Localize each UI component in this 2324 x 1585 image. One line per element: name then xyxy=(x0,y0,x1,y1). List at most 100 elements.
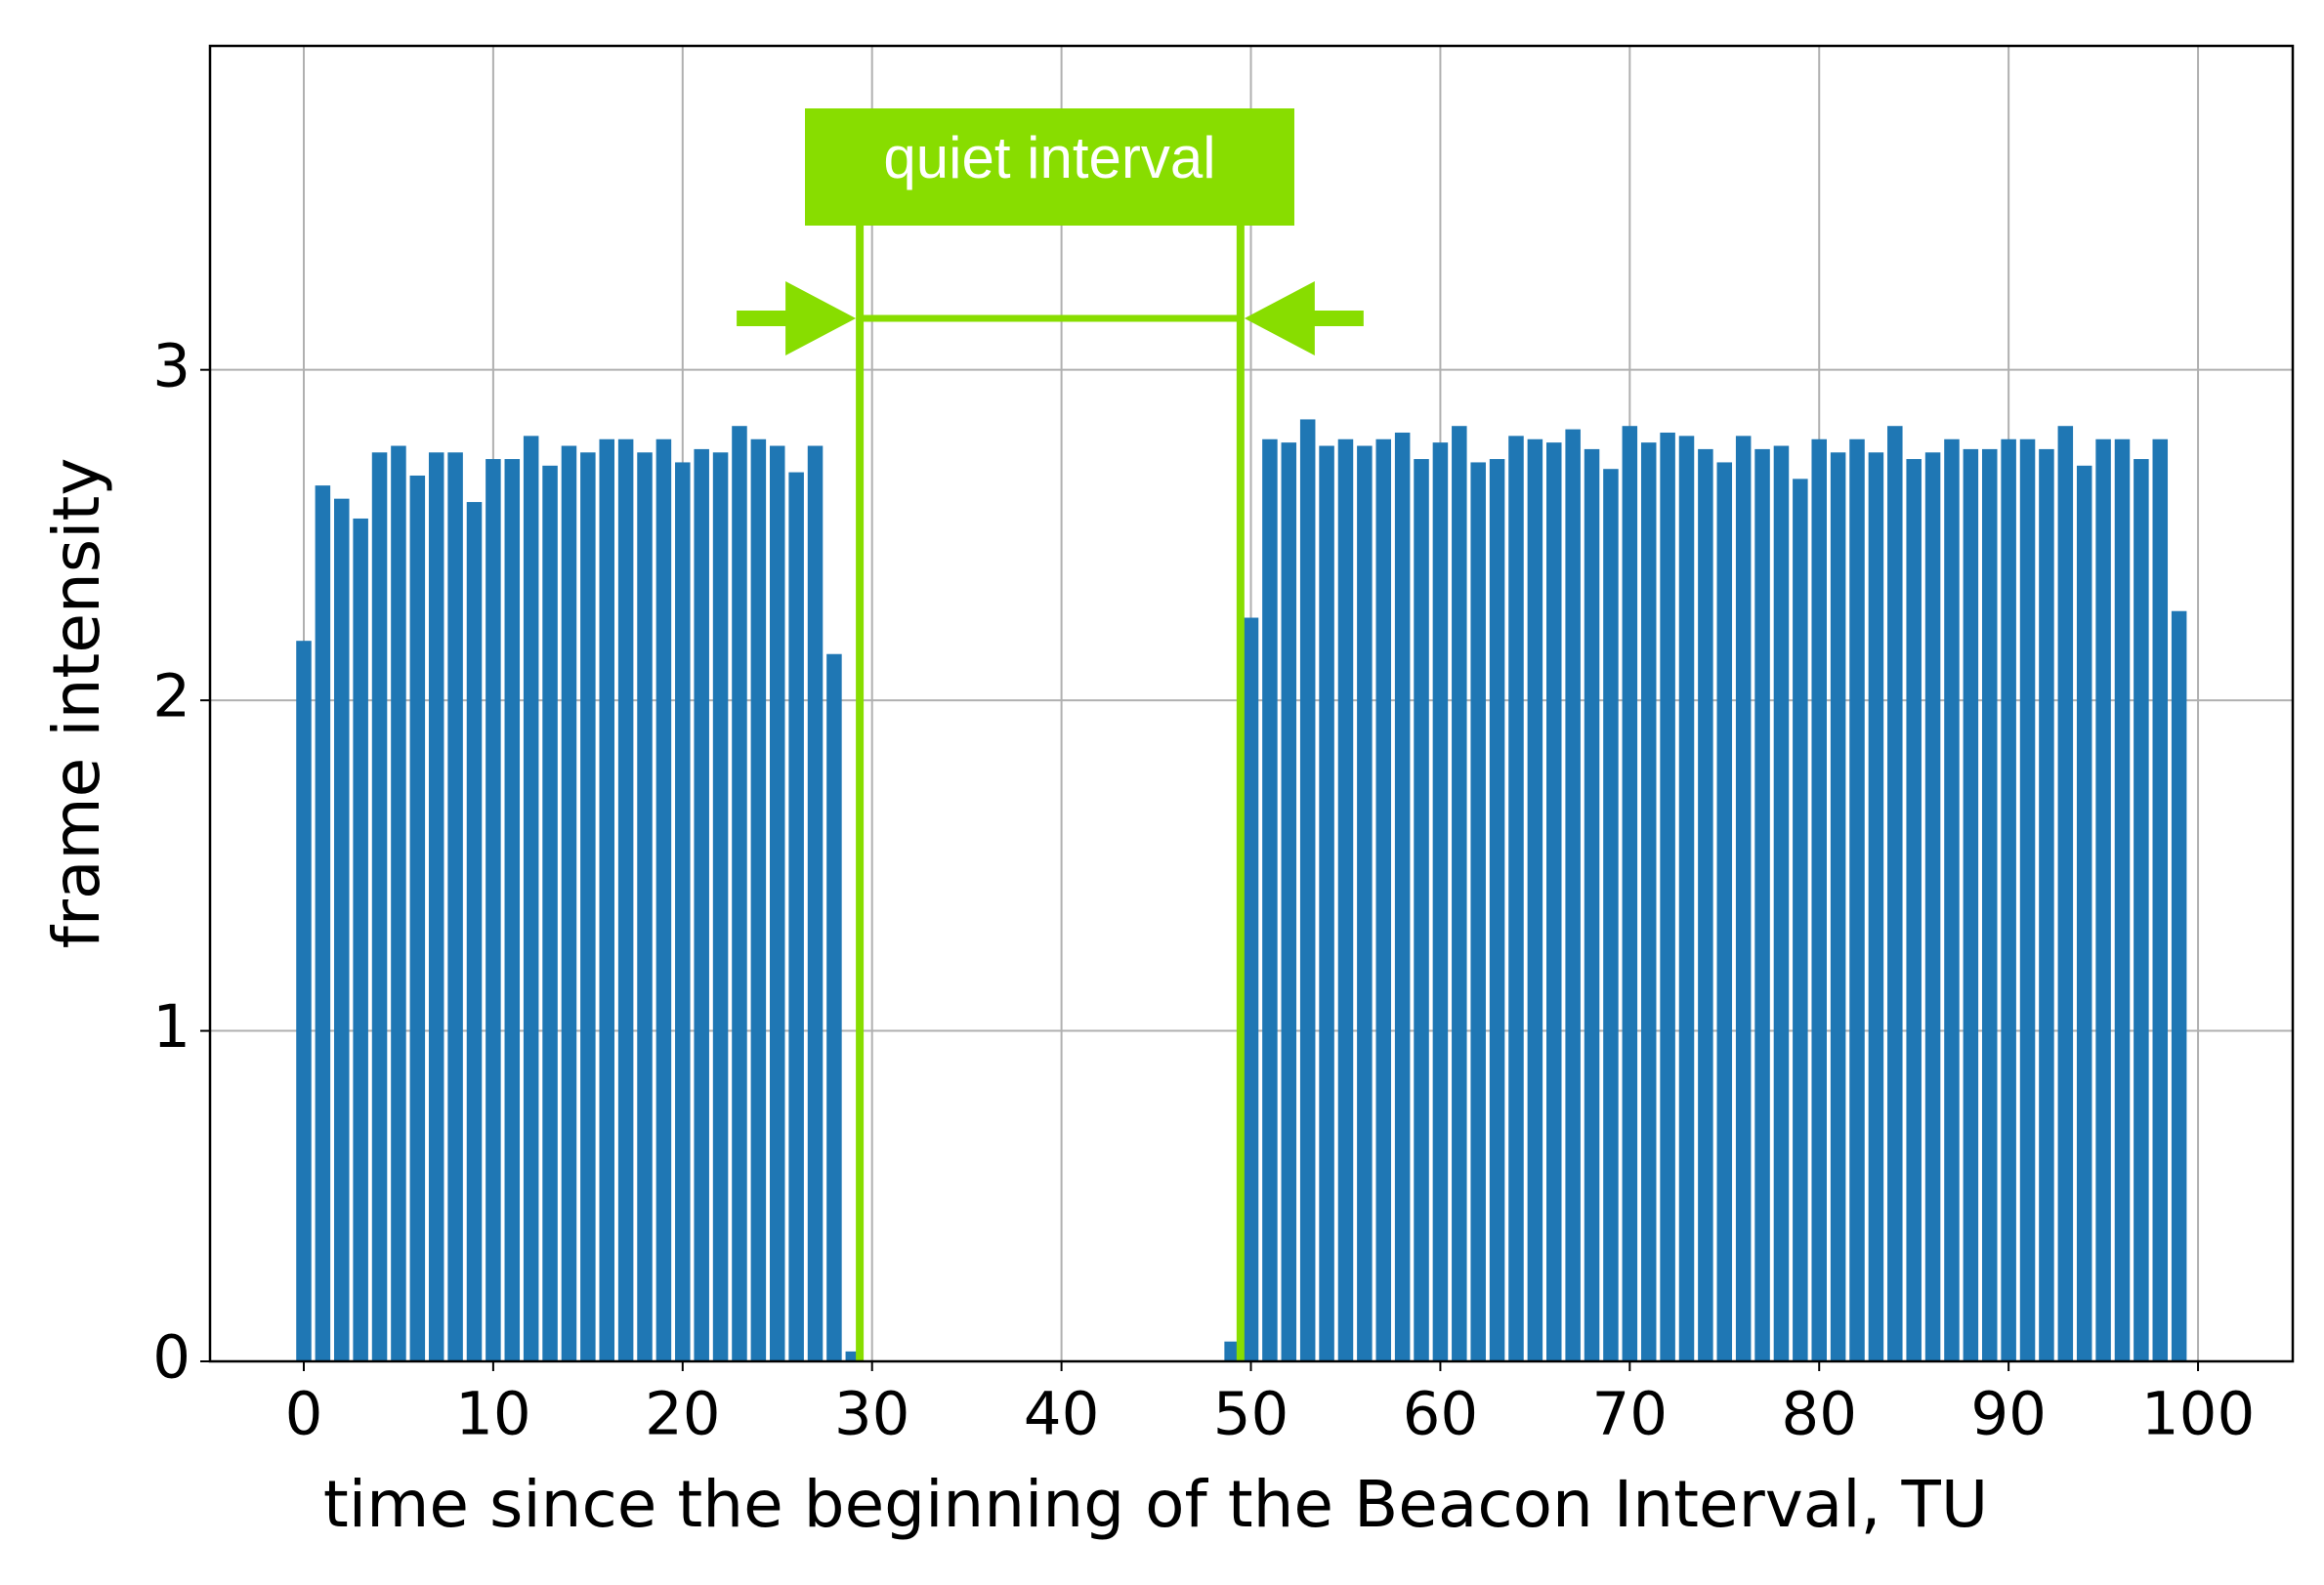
bar xyxy=(504,459,521,1362)
bar xyxy=(617,438,634,1362)
bar xyxy=(694,448,709,1361)
bar xyxy=(1243,617,1259,1361)
bar xyxy=(1622,426,1638,1361)
bar xyxy=(845,1351,862,1361)
plot-frame xyxy=(208,44,2295,1363)
bar xyxy=(523,436,539,1361)
bar xyxy=(1716,462,1733,1361)
x-tick-label: 10 xyxy=(455,1380,531,1449)
bar xyxy=(1299,419,1316,1361)
y-tick-label: 1 xyxy=(152,992,190,1062)
bar xyxy=(580,452,596,1361)
bar xyxy=(1414,459,1429,1362)
y-tick-label: 2 xyxy=(152,662,190,731)
bar xyxy=(655,438,672,1362)
bar xyxy=(353,518,368,1361)
bar xyxy=(371,452,388,1361)
bar xyxy=(769,445,785,1361)
x-tick-label: 80 xyxy=(1781,1380,1857,1449)
bar xyxy=(1754,448,1770,1361)
bar xyxy=(1868,452,1884,1361)
bar xyxy=(1678,436,1695,1361)
bar xyxy=(486,459,501,1362)
bar xyxy=(1640,442,1657,1362)
bar xyxy=(447,452,463,1361)
y-tick-label: 0 xyxy=(152,1323,190,1393)
bar xyxy=(1660,432,1675,1361)
bar xyxy=(599,438,614,1362)
bar xyxy=(788,472,804,1361)
bar xyxy=(1337,438,1354,1362)
bar xyxy=(2134,459,2149,1362)
bar xyxy=(2171,610,2187,1361)
bar xyxy=(2076,465,2092,1361)
x-tick-label: 30 xyxy=(834,1380,910,1449)
bar xyxy=(2095,438,2111,1362)
x-tick-label: 20 xyxy=(645,1380,721,1449)
bar xyxy=(1793,479,1808,1362)
bar xyxy=(1963,448,1979,1361)
bar xyxy=(732,426,747,1361)
bar xyxy=(1565,429,1581,1361)
bar xyxy=(1698,448,1713,1361)
bar xyxy=(2001,438,2016,1362)
bar xyxy=(1375,438,1392,1362)
bar xyxy=(807,445,824,1361)
arrow-head xyxy=(1244,281,1315,355)
bar xyxy=(391,445,406,1361)
bar xyxy=(1546,442,1562,1362)
x-tick-label: 50 xyxy=(1213,1380,1289,1449)
bar xyxy=(466,502,483,1361)
bar xyxy=(2019,438,2036,1362)
bar xyxy=(1944,438,1960,1362)
arrow-head xyxy=(785,281,857,355)
bar xyxy=(1527,438,1543,1362)
bar xyxy=(409,475,426,1362)
y-tick-label: 3 xyxy=(152,331,190,400)
bar xyxy=(750,438,767,1362)
bar xyxy=(826,653,842,1361)
bar xyxy=(542,465,558,1361)
bar xyxy=(334,498,350,1361)
bar xyxy=(1489,459,1505,1362)
bar xyxy=(1452,426,1467,1361)
bar xyxy=(1603,469,1619,1361)
bar xyxy=(1906,459,1922,1362)
bar xyxy=(1981,448,1998,1361)
x-tick-label: 60 xyxy=(1403,1380,1479,1449)
bar xyxy=(1811,438,1827,1362)
annotation-box xyxy=(805,108,1294,226)
bar xyxy=(2057,426,2074,1361)
bar xyxy=(315,485,331,1361)
x-tick-label: 100 xyxy=(2141,1380,2255,1449)
bar xyxy=(1924,452,1941,1361)
bar xyxy=(1735,436,1752,1361)
bar xyxy=(2114,438,2131,1362)
bar xyxy=(1224,1341,1240,1361)
bar xyxy=(2152,438,2169,1362)
bar xyxy=(1281,442,1297,1362)
x-axis-label: time since the beginning of the Beacon I… xyxy=(323,1467,1988,1542)
bar xyxy=(1432,442,1449,1362)
x-tick-label: 70 xyxy=(1592,1380,1669,1449)
bar xyxy=(1319,445,1334,1361)
bar xyxy=(1262,438,1278,1362)
bar xyxy=(296,641,312,1361)
x-tick-label: 90 xyxy=(1970,1380,2047,1449)
bar xyxy=(428,452,444,1361)
x-tick-label: 40 xyxy=(1024,1380,1100,1449)
bar xyxy=(1470,462,1486,1361)
bar xyxy=(1584,448,1600,1361)
bar xyxy=(1394,432,1411,1361)
x-tick-label: 0 xyxy=(285,1380,323,1449)
bar xyxy=(1508,436,1524,1361)
y-axis-label: frame intensity xyxy=(39,458,114,949)
bar xyxy=(2039,448,2054,1361)
bar xyxy=(1830,452,1846,1361)
bar xyxy=(561,445,577,1361)
bar xyxy=(1357,445,1373,1361)
bar xyxy=(1773,445,1790,1361)
bar xyxy=(712,452,729,1361)
bar xyxy=(637,452,653,1361)
bar xyxy=(1849,438,1865,1362)
